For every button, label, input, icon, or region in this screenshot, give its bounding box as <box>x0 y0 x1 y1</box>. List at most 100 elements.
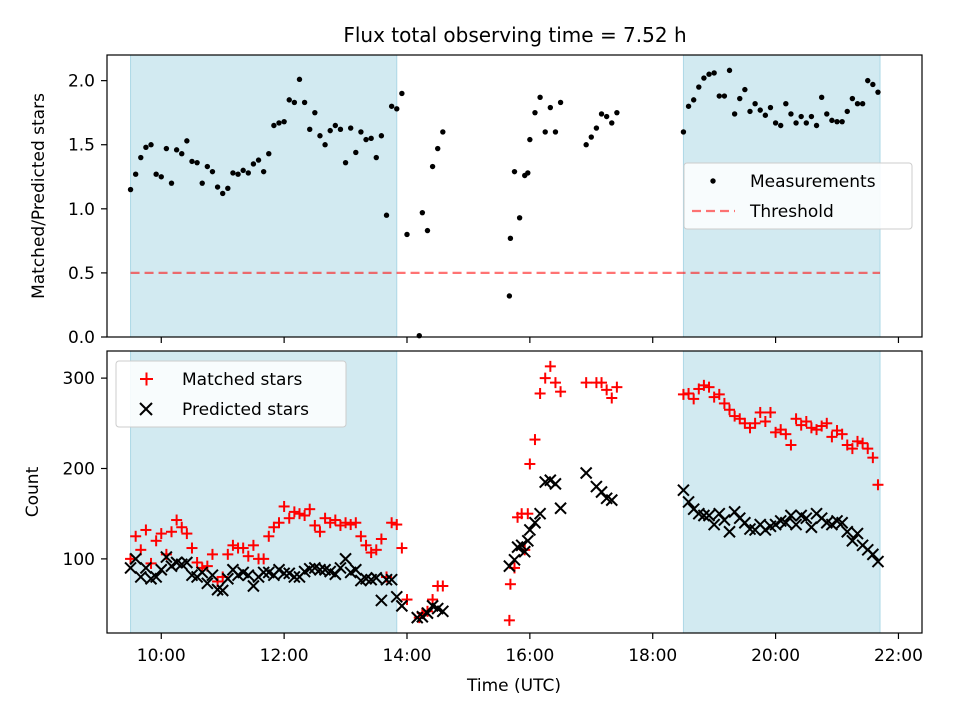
measurement-point <box>711 70 717 76</box>
matched-star-point <box>580 377 592 389</box>
matched-star-point <box>288 506 300 518</box>
measurement-point <box>424 227 431 234</box>
measurement-point <box>506 293 513 299</box>
measurement-point <box>143 144 149 150</box>
predicted-star-point <box>370 571 383 585</box>
matched-star-point <box>309 519 321 531</box>
measurement-point <box>716 93 722 99</box>
bottom-y-axis-label: Count <box>23 466 43 517</box>
predicted-star-point <box>605 493 618 507</box>
x-tick-label: 10:00 <box>137 646 186 666</box>
measurement-point <box>824 111 830 117</box>
x-tick-label: 14:00 <box>382 646 431 666</box>
measurement-point <box>281 118 287 125</box>
measurement-point <box>859 101 866 107</box>
matched-star-point <box>549 377 561 389</box>
matched-star-point <box>150 535 162 547</box>
measurement-point <box>163 145 170 152</box>
measurement-point <box>696 84 702 90</box>
measurement-point <box>194 159 200 166</box>
top-observing-windows <box>130 54 881 338</box>
measurement-point <box>337 126 344 133</box>
predicted-star-point <box>851 527 864 540</box>
predicted-star-point <box>390 590 403 604</box>
predicted-star-point <box>206 568 219 582</box>
measurement-point <box>173 147 180 153</box>
measurement-point <box>388 103 395 109</box>
measurement-point <box>875 89 881 95</box>
predicted-star-point <box>511 540 524 554</box>
measurement-point <box>731 111 738 117</box>
top-panel: 0.00.51.01.52.0 Matched/Predicted stars … <box>29 54 923 348</box>
measurement-point <box>327 127 333 134</box>
measurement-point <box>757 107 763 113</box>
matched-star-point <box>242 550 254 562</box>
measurement-point <box>598 111 605 117</box>
predicted-star-point <box>871 555 885 568</box>
matched-star-point <box>130 530 142 542</box>
predicted-star-point <box>395 599 409 613</box>
predicted-star-point <box>697 509 711 522</box>
measurement-point <box>542 129 548 135</box>
matched-star-point <box>329 514 341 526</box>
measurement-point <box>737 95 743 102</box>
measurement-point <box>148 142 154 148</box>
measurement-point <box>762 112 769 118</box>
matched-star-point <box>176 521 188 533</box>
y-tick-label: 200 <box>63 460 95 480</box>
matched-star-point <box>155 528 167 540</box>
y-tick-label: 0.5 <box>68 264 95 284</box>
predicted-stars-points <box>124 466 885 624</box>
measurement-point <box>752 101 758 107</box>
measurement-point <box>255 157 262 163</box>
measurement-point <box>312 109 318 116</box>
matched-star-point <box>826 431 838 443</box>
measurement-point <box>511 168 518 175</box>
measurement-point <box>189 158 195 165</box>
predicted-legend-marker <box>139 402 153 416</box>
top-axes-frame <box>106 54 923 338</box>
matched-star-point <box>846 443 858 455</box>
predicted-star-point <box>554 502 567 515</box>
predicted-star-point <box>789 518 803 531</box>
matched-star-point <box>836 428 848 440</box>
bottom-axes-frame <box>106 350 923 634</box>
x-tick-label: 12:00 <box>260 646 309 666</box>
measurement-point <box>322 142 328 148</box>
y-tick-label: 300 <box>63 369 95 389</box>
predicted-star-point <box>339 552 352 566</box>
matched-star-point <box>785 439 797 451</box>
matched-star-point <box>206 548 218 560</box>
matched-star-point <box>345 519 357 531</box>
predicted-star-point <box>800 512 813 525</box>
y-tick-label: 2.0 <box>68 72 95 92</box>
matched-star-point <box>299 510 311 521</box>
matched-star-point <box>386 517 398 529</box>
measurement-point <box>583 142 589 148</box>
matched-star-point <box>601 384 613 396</box>
measurement-point <box>844 108 850 115</box>
predicted-star-point <box>682 495 695 509</box>
measurements-legend-label: Measurements <box>750 172 876 192</box>
predicted-star-point <box>707 518 721 531</box>
matched-star-point <box>544 360 556 372</box>
measurement-point <box>399 90 405 97</box>
matched-star-point <box>237 542 249 554</box>
predicted-star-point <box>257 566 270 579</box>
matched-star-point <box>258 553 270 565</box>
predicted-star-point <box>380 573 393 586</box>
matched-star-point <box>754 406 766 418</box>
matched-star-point <box>611 381 623 393</box>
measurement-point <box>204 163 211 170</box>
measurement-point <box>547 104 554 111</box>
measurement-point <box>747 108 753 115</box>
matched-star-point <box>504 578 516 590</box>
matched-legend-marker <box>140 372 153 386</box>
measurement-point <box>394 106 400 112</box>
measurement-point <box>685 103 692 109</box>
matched-star-point <box>503 614 515 626</box>
measurement-point <box>557 99 564 106</box>
measurement-point <box>342 159 349 166</box>
bottom-legend: Matched stars Predicted stars <box>115 360 347 428</box>
